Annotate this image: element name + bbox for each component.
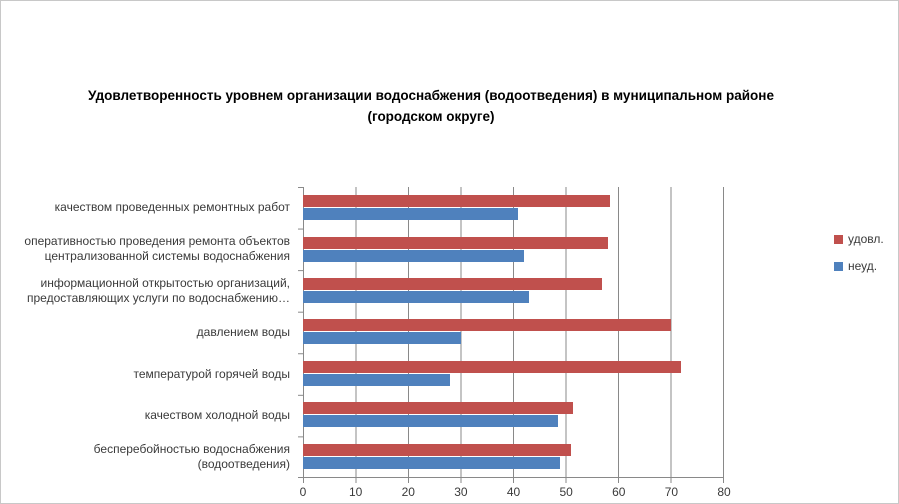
bar-row [303,270,723,311]
x-axis-labels: 0 10 20 30 40 50 60 70 80 [299,485,731,499]
chart-title: Удовлетворенность уровнем организации во… [88,88,774,124]
x-tick-label: 10 [348,485,363,499]
bar-row [303,436,723,477]
x-tick-label: 0 [299,485,307,499]
bar- [303,402,574,415]
bar- [303,319,671,332]
x-axis-ticks [303,478,724,483]
category-label: качеством холодной воды [144,408,290,423]
bar- [303,456,561,469]
x-tick-label: 60 [612,485,626,499]
bar- [303,249,524,262]
bar- [303,291,529,304]
plot-area [303,187,724,478]
x-tick-label: 80 [717,485,731,499]
bar- [303,208,519,221]
category-label: давлением воды [196,325,290,340]
bar- [303,278,603,291]
category-label: качеством проведенных ремонтных работ [54,200,290,215]
x-tick-label: 50 [559,485,573,499]
y-axis-ticks [298,187,303,478]
category-label: информационной открытостью организаций, … [27,275,290,305]
category-label: температурой горячей воды [133,366,291,381]
x-tick-label: 40 [506,485,521,499]
bar-row [303,311,723,352]
bar- [303,443,571,456]
bar- [303,236,608,249]
legend-item: неуд. [834,259,884,273]
bar-row [303,353,723,394]
category-label: оперативностью проведения ремонта объект… [24,234,290,264]
bar- [303,360,681,373]
legend: удовл. неуд. [834,232,884,273]
legend-swatch [834,261,843,271]
bar- [303,195,611,208]
x-tick-label: 30 [454,485,468,499]
bar- [303,332,461,345]
legend-label: удовл. [848,232,884,246]
bar- [303,415,558,428]
bar-row [303,394,723,435]
legend-item: удовл. [834,232,884,246]
legend-label: неуд. [848,259,878,273]
bar- [303,373,450,386]
category-label: бесперебойностью водоснабжения (водоотве… [93,442,290,472]
x-tick-label: 70 [664,485,679,499]
x-tick-label: 20 [401,485,415,499]
bar-row [303,187,723,228]
legend-swatch [834,234,843,244]
category-axis: качеством проведенных ремонтных работ опе… [1,187,297,478]
bar-row [303,228,723,269]
